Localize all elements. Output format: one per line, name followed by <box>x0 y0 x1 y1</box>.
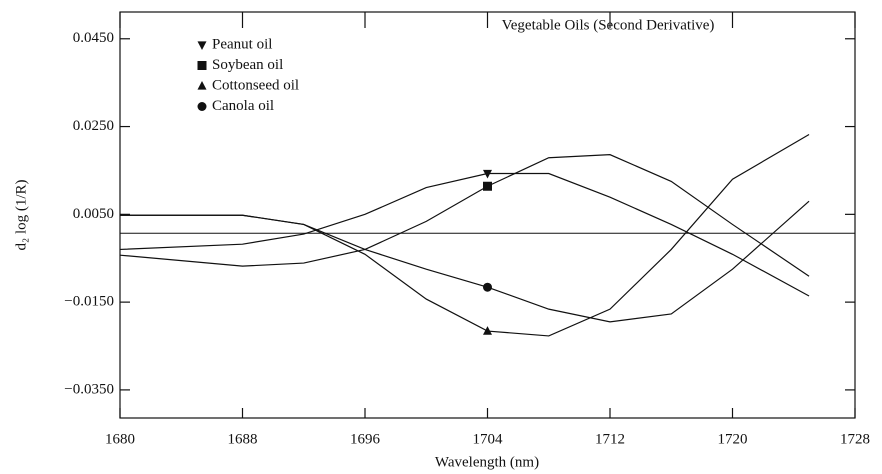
x-axis-label: Wavelength (nm) <box>435 454 539 470</box>
marker <box>483 282 492 292</box>
x-tick-label: 1712 <box>595 431 625 447</box>
x-tick-label: 1696 <box>350 431 381 447</box>
y-tick-label: 0.0050 <box>73 206 114 222</box>
annotation: Vegetable Oils (Second Derivative) <box>502 17 715 33</box>
legend-marker <box>197 81 207 90</box>
legend-label: Cottonseed oil <box>212 77 299 93</box>
legend-label: Peanut oil <box>212 36 272 52</box>
y-tick-label: −0.0350 <box>64 381 114 397</box>
series-line <box>120 200 810 323</box>
x-tick-label: 1728 <box>840 431 870 447</box>
y-tick-label: 0.0450 <box>73 30 114 46</box>
legend-label: Canola oil <box>212 98 274 114</box>
x-tick-label: 1680 <box>105 431 135 447</box>
y-tick-label: −0.0150 <box>64 294 114 310</box>
x-tick-label: 1704 <box>473 431 504 447</box>
legend-marker <box>197 102 207 111</box>
x-tick-label: 1688 <box>228 431 258 447</box>
x-tick-label: 1720 <box>718 431 748 447</box>
marker <box>483 169 492 179</box>
y-tick-label: 0.0250 <box>73 118 114 134</box>
y-axis-label: d₂ log (1/R) <box>13 179 29 250</box>
legend-marker <box>197 41 207 50</box>
legend-label: Soybean oil <box>212 57 283 73</box>
marker <box>483 326 492 335</box>
legend-marker <box>197 61 207 70</box>
marker <box>483 181 492 191</box>
series-line <box>119 172 810 297</box>
series-line <box>120 133 810 337</box>
